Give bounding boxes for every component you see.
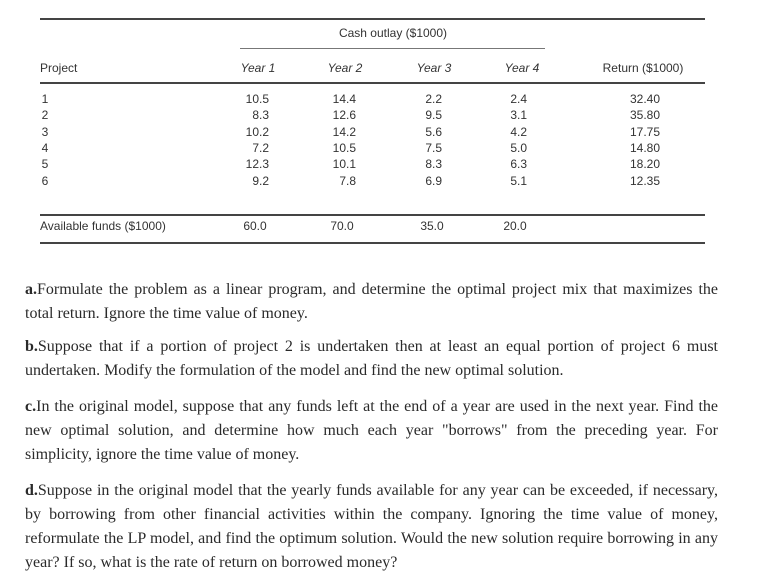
header-year-2: Year 2 [327, 61, 363, 75]
table-bottom-rule [40, 242, 705, 244]
header-project: Project [40, 61, 78, 75]
project-number: 3 [41, 124, 49, 139]
return-cell: 12.35 [629, 173, 660, 188]
question-a: a.Formulate the problem as a linear prog… [25, 278, 718, 326]
outlay-cell: 2.2 [425, 92, 442, 106]
outlay-cell: 7.5 [425, 140, 442, 155]
outlay-cell: 10.1 [332, 157, 356, 172]
return-cell: 35.80 [629, 108, 660, 123]
question-text: Formulate the problem as a linear progra… [25, 281, 718, 322]
question-c: c.In the original model, suppose that an… [25, 395, 718, 467]
question-label: c. [25, 398, 37, 415]
question-text: Suppose in the original model that the y… [25, 482, 718, 571]
question-text: In the original model, suppose that any … [25, 398, 718, 463]
outlay-cell: 14.4 [332, 92, 356, 106]
outlay-cell: 14.2 [332, 124, 356, 139]
outlay-cell: 5.0 [510, 140, 527, 155]
outlay-cell: 6.3 [510, 157, 527, 172]
return-cell: 32.40 [629, 92, 660, 106]
project-number: 5 [41, 157, 49, 172]
footer-year-2: 70.0 [330, 219, 354, 233]
footer-label: Available funds ($1000) [40, 219, 166, 233]
group-header-rule [240, 48, 545, 49]
footer-rule [40, 214, 705, 216]
project-number: 6 [41, 173, 49, 188]
header-return: Return ($1000) [602, 61, 684, 75]
outlay-cell: 9.5 [425, 108, 442, 123]
footer-year-1: 60.0 [243, 219, 267, 233]
group-header: Cash outlay ($1000) [338, 26, 448, 40]
header-year-1: Year 1 [240, 61, 276, 75]
outlay-cell: 10.5 [332, 140, 356, 155]
footer-year-4: 20.0 [503, 219, 527, 233]
question-label: b. [25, 338, 38, 355]
question-label: d. [25, 482, 38, 499]
table-top-rule [40, 18, 705, 20]
outlay-cell: 8.3 [252, 108, 269, 123]
outlay-cell: 8.3 [425, 157, 442, 172]
question-b: b.Suppose that if a portion of project 2… [25, 335, 718, 383]
header-rule [40, 82, 705, 84]
outlay-cell: 9.2 [252, 173, 269, 188]
cash-outlay-table: Cash outlay ($1000) Project Year 1 Year … [0, 0, 758, 250]
outlay-cell: 12.6 [332, 108, 356, 123]
return-cell: 14.80 [629, 140, 660, 155]
outlay-cell: 3.1 [510, 108, 527, 123]
question-text: Suppose that if a portion of project 2 i… [25, 338, 718, 379]
outlay-cell: 2.4 [510, 92, 527, 106]
outlay-cell: 10.2 [245, 124, 269, 139]
project-number: 4 [41, 140, 49, 155]
outlay-cell: 5.6 [425, 124, 442, 139]
return-cell: 18.20 [629, 157, 660, 172]
outlay-cell: 10.5 [245, 92, 269, 106]
header-year-4: Year 4 [504, 61, 540, 75]
outlay-cell: 4.2 [510, 124, 527, 139]
outlay-cell: 12.3 [245, 157, 269, 172]
question-label: a. [25, 281, 37, 298]
return-cell: 17.75 [629, 124, 660, 139]
outlay-cell: 7.2 [252, 140, 269, 155]
project-number: 2 [41, 108, 49, 123]
project-number: 1 [41, 92, 49, 106]
question-d: d.Suppose in the original model that the… [25, 479, 718, 575]
header-year-3: Year 3 [416, 61, 452, 75]
outlay-cell: 5.1 [510, 173, 527, 188]
outlay-cell: 6.9 [425, 173, 442, 188]
footer-year-3: 35.0 [420, 219, 444, 233]
outlay-cell: 7.8 [339, 173, 356, 188]
